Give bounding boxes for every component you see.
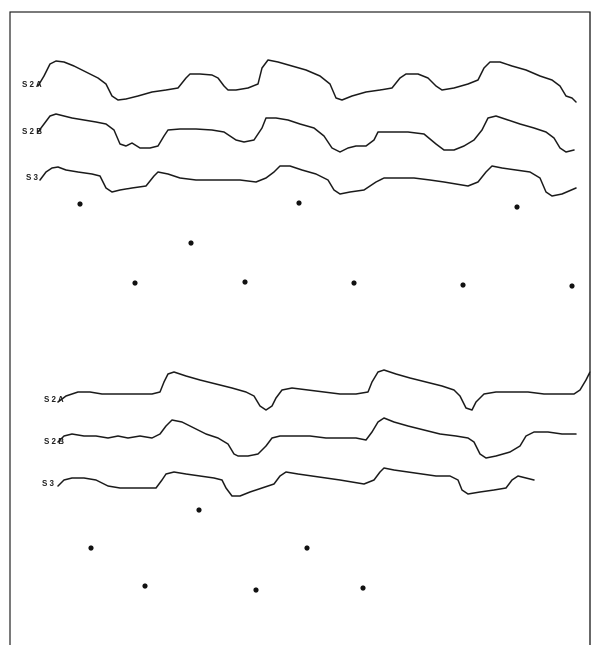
lower-marker-dot bbox=[360, 585, 366, 591]
lower-trace-s2b bbox=[57, 417, 577, 459]
upper-marker-dot bbox=[132, 280, 138, 286]
upper-trace-label-s3: S 3 bbox=[26, 173, 39, 182]
upper-marker-dot bbox=[188, 240, 194, 246]
upper-marker-dot bbox=[296, 200, 302, 206]
lower-trace-label-s2b: S 2 B bbox=[44, 437, 64, 446]
lower-marker-dot bbox=[88, 545, 94, 551]
upper-marker-dot bbox=[514, 204, 520, 210]
lower-marker-dot bbox=[304, 545, 310, 551]
upper-marker-dot bbox=[242, 279, 248, 285]
upper-trace-label-s2b: S 2 B bbox=[22, 127, 42, 136]
lower-marker-dot bbox=[253, 587, 259, 593]
figure-frame bbox=[9, 11, 591, 645]
lower-trace-label-s3: S 3 bbox=[42, 479, 55, 488]
lower-dot-markers bbox=[88, 507, 366, 593]
upper-trace-label-s2a: S 2 A bbox=[22, 80, 42, 89]
upper-trace-s3 bbox=[39, 165, 577, 197]
upper-trace-s2a bbox=[37, 59, 577, 103]
lower-marker-dot bbox=[196, 507, 202, 513]
upper-panel: S 2 A S 2 B S 3 bbox=[22, 59, 577, 289]
upper-marker-dot bbox=[351, 280, 357, 286]
lower-panel: S 2 A S 2 B S 3 bbox=[42, 369, 591, 593]
lower-trace-label-s2a: S 2 A bbox=[44, 395, 64, 404]
upper-dot-markers bbox=[77, 200, 575, 289]
upper-marker-dot bbox=[460, 282, 466, 288]
lower-trace-s2a bbox=[57, 369, 591, 411]
lower-marker-dot bbox=[142, 583, 148, 589]
upper-trace-s2b bbox=[37, 113, 575, 153]
lower-trace-s3 bbox=[57, 467, 535, 497]
upper-marker-dot bbox=[77, 201, 83, 207]
upper-marker-dot bbox=[569, 283, 575, 289]
